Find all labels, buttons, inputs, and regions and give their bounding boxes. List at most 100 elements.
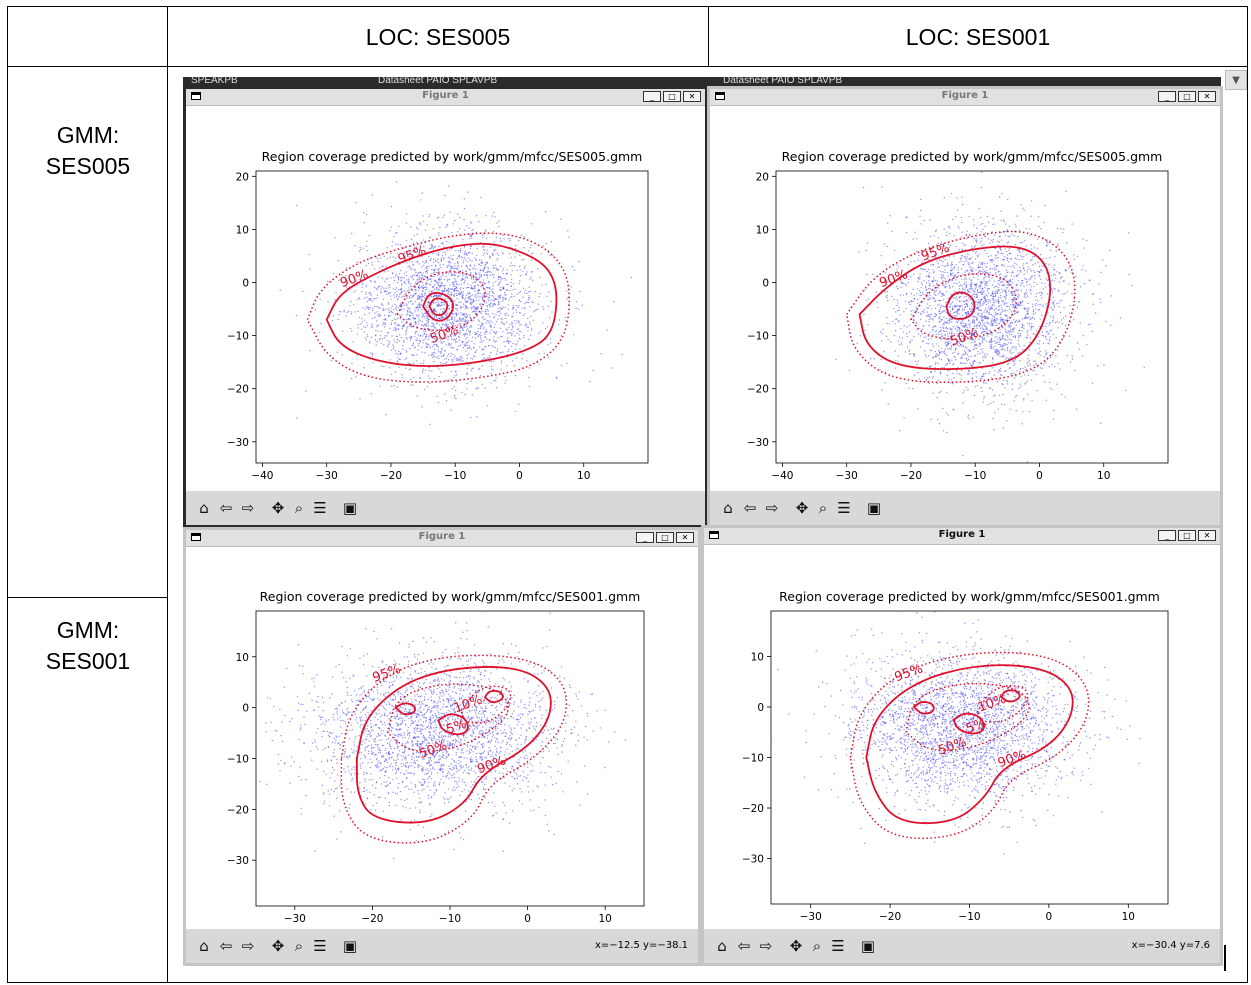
scatter-point <box>1000 219 1002 222</box>
scatter-point <box>1012 360 1014 362</box>
scatter-point <box>1053 300 1055 302</box>
pan-icon[interactable]: ✥ <box>271 499 285 517</box>
scatter-point <box>972 289 974 292</box>
scatter-point <box>383 309 385 311</box>
scatter-point <box>910 261 912 263</box>
close-icon[interactable]: ✕ <box>1198 91 1216 102</box>
scatter-point <box>940 391 942 393</box>
scatter-point <box>927 287 930 290</box>
scatter-point <box>946 271 948 274</box>
contour-label: 95% <box>396 243 428 267</box>
close-icon[interactable]: ✕ <box>683 91 701 102</box>
scatter-point <box>485 295 487 298</box>
window-menu-icon[interactable] <box>715 92 725 100</box>
scatter-point <box>908 278 910 281</box>
back-arrow-icon[interactable]: ⇦ <box>219 499 233 517</box>
scatter-point <box>543 308 545 310</box>
minimize-icon[interactable]: _ <box>1158 91 1176 102</box>
scatter-point <box>376 311 378 313</box>
scatter-point <box>394 371 397 373</box>
scatter-point <box>960 236 962 238</box>
scatter-point <box>447 261 449 263</box>
scatter-point <box>424 338 426 340</box>
scatter-point <box>465 258 467 260</box>
scatter-point <box>425 268 427 270</box>
scatter-point <box>1033 370 1036 372</box>
scatter-point <box>1018 250 1020 253</box>
maximize-icon[interactable]: □ <box>663 91 681 102</box>
scatter-point <box>950 379 953 381</box>
background-tab[interactable]: Datasheet PAIO SPLAVPB <box>723 77 843 86</box>
scatter-point <box>447 305 450 307</box>
configure-subplots-icon[interactable]: ☰ <box>313 499 327 517</box>
window-titlebar[interactable]: Figure 1 _ □ ✕ <box>186 89 705 106</box>
scatter-point <box>446 329 449 332</box>
forward-arrow-icon[interactable]: ⇨ <box>241 499 255 517</box>
scatter-point <box>382 322 385 324</box>
window-titlebar[interactable]: Figure 1 _ □ ✕ <box>710 89 1220 106</box>
scatter-point <box>913 319 915 322</box>
scatter-point <box>485 282 487 285</box>
zoom-icon[interactable]: ⌕ <box>294 499 304 517</box>
scatter-point <box>571 265 574 268</box>
scatter-point <box>469 264 471 266</box>
maximize-icon[interactable]: □ <box>1178 91 1196 102</box>
scatter-point <box>991 334 993 336</box>
scatter-point <box>396 294 398 296</box>
scatter-point <box>1045 263 1047 265</box>
scatter-point <box>393 277 395 279</box>
background-tab[interactable]: SPEAKPB <box>191 77 238 86</box>
background-tab[interactable]: Datasheet PAIO SPLAVPB <box>378 77 498 86</box>
scatter-point <box>368 299 370 301</box>
scatter-point <box>918 289 921 292</box>
scatter-point <box>463 325 465 327</box>
figure-window-ses005-loc-ses005[interactable]: Figure 1 _ □ ✕ Region coverage predicted by … <box>183 86 708 528</box>
scatter-point <box>453 289 456 291</box>
home-icon[interactable]: ⌂ <box>199 499 209 517</box>
scatter-point <box>968 356 970 358</box>
scatter-point <box>431 264 433 267</box>
scatter-point <box>502 273 504 275</box>
scatter-point <box>469 332 471 334</box>
scatter-point <box>1018 295 1020 297</box>
scatter-point <box>409 266 411 268</box>
scatter-point <box>436 318 439 320</box>
scatter-point <box>390 307 392 309</box>
scatter-point <box>507 342 510 344</box>
minimize-icon[interactable]: _ <box>643 91 661 102</box>
window-menu-icon[interactable] <box>191 92 201 100</box>
scatter-point <box>489 257 491 259</box>
scatter-point <box>999 367 1002 370</box>
scatter-point <box>422 272 424 274</box>
scatter-point <box>430 325 433 327</box>
scroll-down-arrow-icon[interactable]: ▼ <box>1225 70 1247 90</box>
scatter-point <box>518 299 521 301</box>
scatter-point <box>973 360 976 363</box>
scatter-point <box>415 271 417 274</box>
scatter-point <box>421 294 424 296</box>
scatter-point <box>1029 318 1031 320</box>
scatter-point <box>1005 290 1007 292</box>
scatter-point <box>971 321 974 323</box>
scatter-point <box>968 359 970 361</box>
scatter-point <box>420 293 423 295</box>
scatter-point <box>386 345 389 348</box>
scatter-point <box>377 287 379 289</box>
scatter-point <box>435 288 438 290</box>
figure-window-ses005-loc-ses001[interactable]: Figure 1 _ □ ✕ Region coverage predicted by … <box>707 86 1223 528</box>
scatter-point <box>381 286 383 288</box>
save-icon[interactable]: ▣ <box>342 499 358 517</box>
scatter-point <box>418 296 420 298</box>
scatter-point <box>482 254 485 256</box>
scatter-point <box>386 335 388 337</box>
scatter-point <box>480 324 482 326</box>
scatter-point <box>480 264 482 267</box>
scatter-point <box>1007 342 1010 344</box>
scatter-point <box>1019 320 1021 323</box>
scatter-point <box>414 311 416 313</box>
scatter-point <box>486 277 488 279</box>
scatter-point <box>1082 335 1085 337</box>
scatter-point <box>995 321 997 324</box>
scatter-point <box>997 309 999 311</box>
scatter-point <box>545 283 547 285</box>
